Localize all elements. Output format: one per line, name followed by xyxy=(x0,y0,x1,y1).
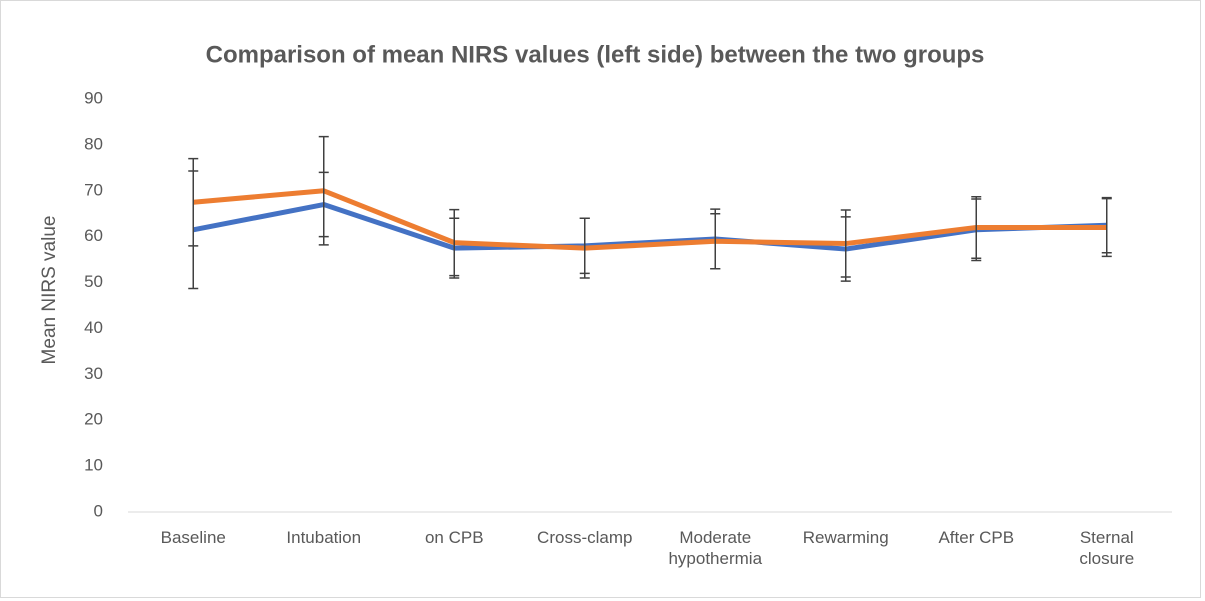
y-tick-label: 80 xyxy=(84,134,103,153)
x-tick-label: Baseline xyxy=(160,528,226,547)
x-tick-label: Sternal closure xyxy=(1079,528,1135,568)
y-tick-label: 50 xyxy=(84,272,103,291)
y-tick-label: 70 xyxy=(84,180,103,199)
y-tick-label: 40 xyxy=(84,318,103,337)
x-tick-label: Rewarming xyxy=(802,528,889,547)
series-line xyxy=(193,188,1107,251)
error-bar xyxy=(449,208,460,277)
error-bar xyxy=(188,157,199,247)
x-tick-label: Moderate hypothermia xyxy=(668,528,763,568)
y-tick-label: 90 xyxy=(84,88,103,107)
error-bar xyxy=(971,195,982,259)
x-tick-label: After CPB xyxy=(938,528,1015,547)
error-bar xyxy=(579,217,590,279)
error-bar xyxy=(710,212,721,270)
y-tick-label: 30 xyxy=(84,364,103,383)
error-bar xyxy=(1101,197,1112,258)
x-tick-label: Intubation xyxy=(286,528,362,547)
y-axis-label: Mean NIRS value xyxy=(39,216,60,365)
y-tick-label: 60 xyxy=(84,226,103,245)
error-bar xyxy=(318,135,329,246)
y-tick-label: 20 xyxy=(84,410,103,429)
error-bar xyxy=(840,209,851,278)
y-tick-label: 0 xyxy=(94,501,103,520)
x-tick-label: Cross-clamp xyxy=(537,528,633,547)
y-tick-label: 10 xyxy=(84,456,103,475)
x-tick-label: on CPB xyxy=(424,528,484,547)
chart-title: Comparison of mean NIRS values (left sid… xyxy=(206,41,985,68)
